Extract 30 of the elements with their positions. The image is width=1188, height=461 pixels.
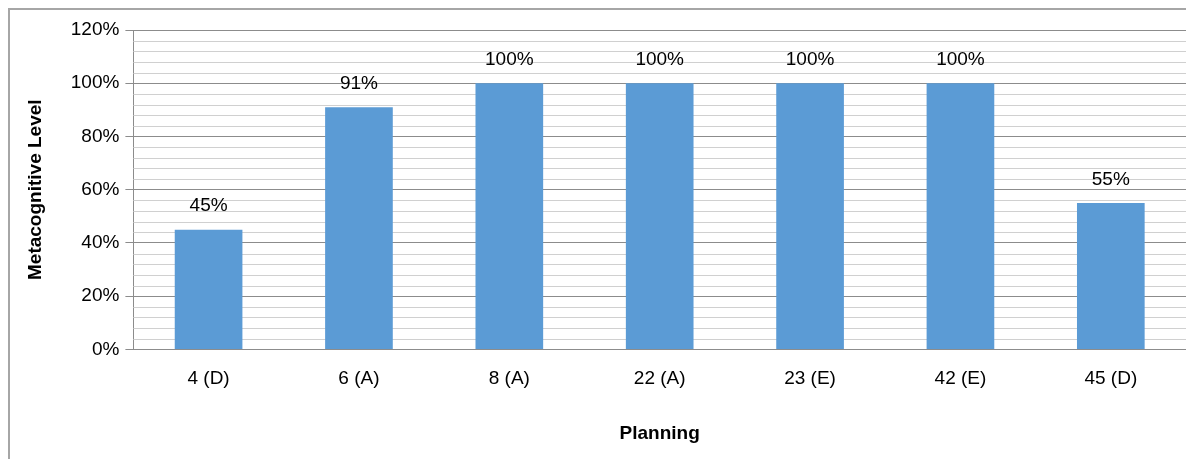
x-tick-label: 42 (E) (934, 367, 987, 389)
bar (926, 83, 995, 349)
bar (325, 107, 393, 349)
data-label: 55% (1091, 167, 1130, 189)
data-label: 100% (785, 47, 835, 69)
bar (1076, 203, 1145, 349)
bar (475, 83, 544, 349)
data-label: 100% (635, 47, 685, 69)
y-tick-label: 0% (91, 337, 120, 359)
x-tick-label: 23 (E) (784, 367, 836, 389)
bar (776, 83, 844, 349)
bar (174, 229, 243, 349)
y-tick-label: 120% (70, 18, 120, 40)
x-axis-title: Planning (619, 421, 700, 443)
y-axis-title: Metacognitive Level (23, 99, 45, 280)
y-tick-label: 20% (81, 284, 120, 306)
x-tick-label: 4 (D) (187, 367, 230, 389)
data-label: 100% (485, 47, 534, 69)
data-label: 45% (189, 194, 228, 216)
x-tick-label: 22 (A) (633, 367, 686, 389)
y-tick-label: 40% (81, 231, 120, 253)
data-label: 91% (339, 71, 379, 93)
x-tick-label: 8 (A) (488, 367, 530, 389)
y-tick-label: 60% (81, 177, 120, 199)
x-tick-label: 6 (A) (338, 367, 380, 389)
bar (625, 83, 694, 349)
y-tick-label: 80% (81, 124, 120, 146)
x-tick-label: 45 (D) (1084, 367, 1138, 389)
y-tick-label: 100% (70, 71, 120, 93)
data-label: 100% (936, 47, 985, 69)
